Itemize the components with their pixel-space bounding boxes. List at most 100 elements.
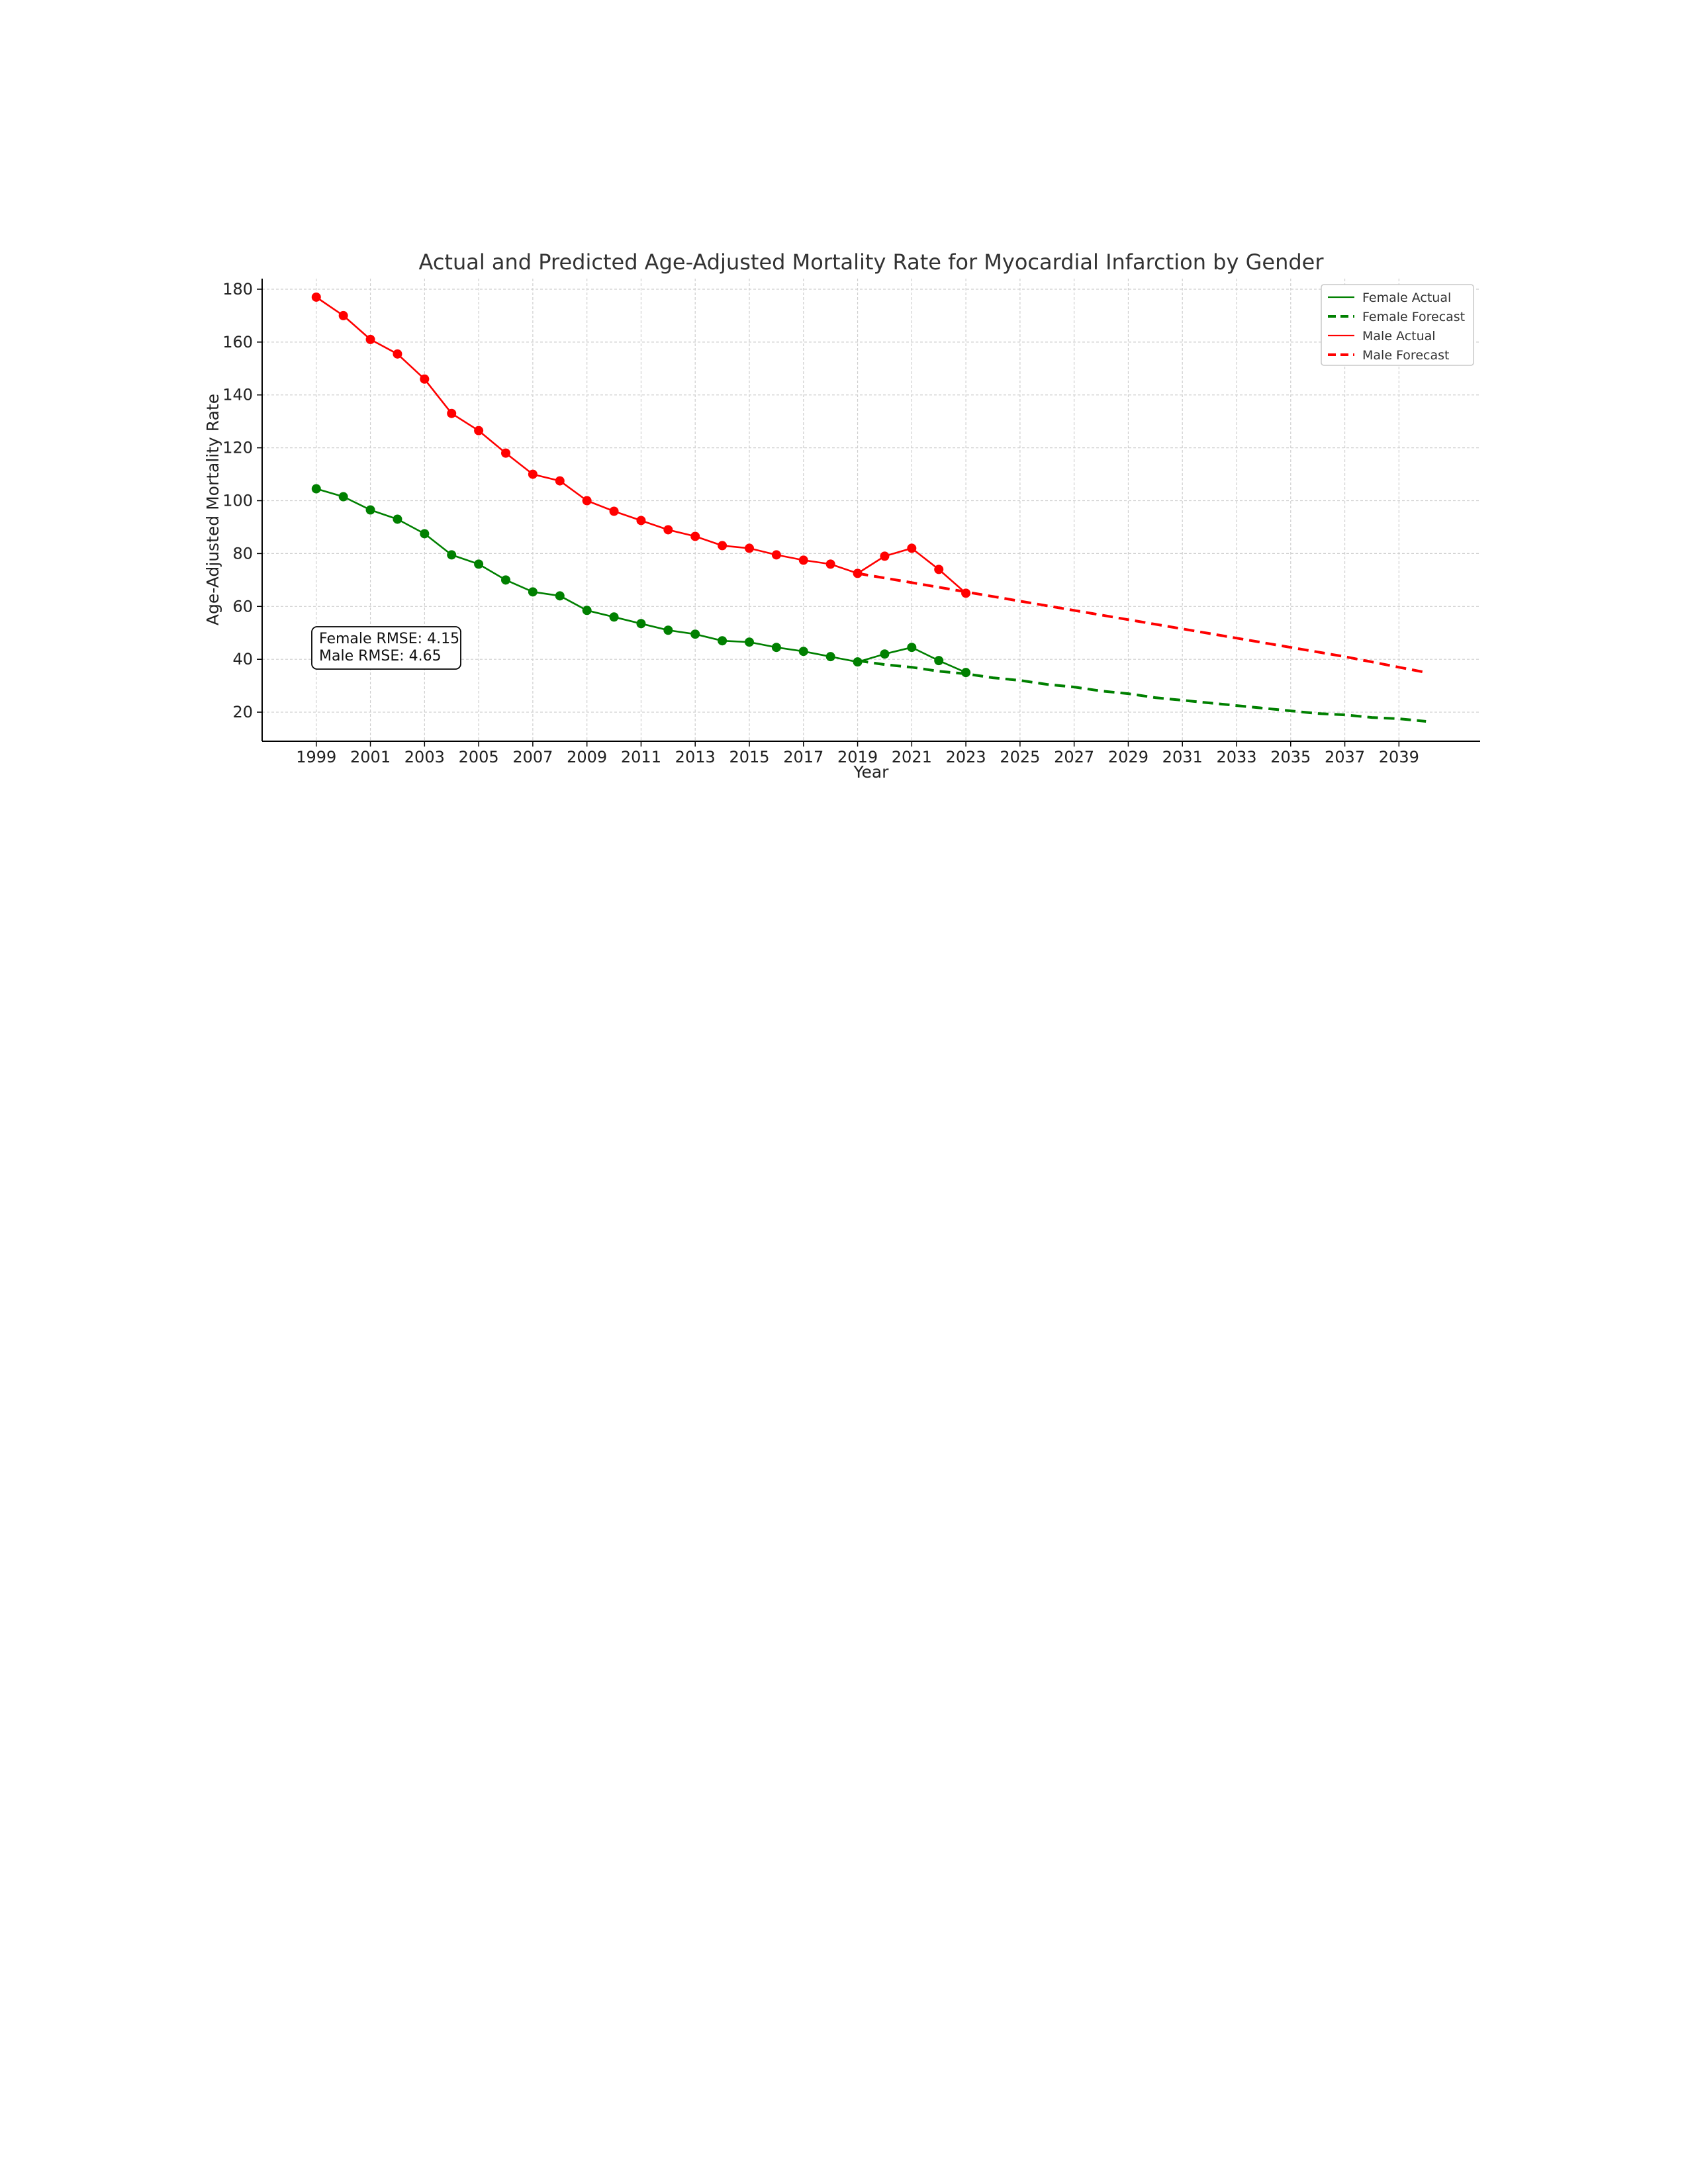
data-point-female-actual (718, 636, 727, 646)
y-tick-label: 140 (222, 386, 253, 404)
data-point-male-actual (907, 543, 917, 553)
series-male-forecast (857, 572, 1427, 674)
legend-label: Male Forecast (1362, 348, 1449, 363)
data-point-female-actual (338, 492, 348, 502)
chart-title: Actual and Predicted Age-Adjusted Mortal… (418, 250, 1324, 275)
x-tick-label: 2003 (404, 748, 445, 766)
data-point-female-actual (365, 505, 375, 515)
data-point-female-actual (311, 484, 321, 494)
x-tick-label: 2019 (837, 748, 878, 766)
x-tick-label: 2035 (1270, 748, 1311, 766)
y-tick-label: 160 (222, 333, 253, 351)
data-point-male-actual (961, 588, 971, 598)
x-tick-label: 2017 (783, 748, 823, 766)
x-tick-label: 2015 (729, 748, 769, 766)
data-point-male-actual (745, 543, 754, 553)
series-layer (311, 292, 1427, 723)
grid (262, 279, 1480, 741)
x-tick-label: 2027 (1054, 748, 1094, 766)
data-point-female-actual (636, 619, 646, 629)
data-point-male-actual (771, 550, 781, 560)
data-point-female-actual (798, 647, 808, 657)
y-tick-label: 20 (232, 703, 253, 721)
series-line-female-forecast (857, 659, 1427, 723)
data-point-male-actual (501, 448, 510, 458)
data-point-female-actual (474, 559, 484, 569)
data-point-female-actual (663, 625, 673, 635)
y-tick-label: 60 (232, 597, 253, 615)
x-tick-label: 1999 (296, 748, 336, 766)
data-point-female-actual (393, 514, 402, 524)
legend-label: Male Actual (1362, 329, 1436, 343)
data-point-female-actual (880, 649, 890, 659)
data-point-male-actual (311, 292, 321, 302)
data-point-male-actual (609, 506, 619, 516)
legend-label: Female Actual (1362, 291, 1451, 305)
data-point-male-actual (825, 559, 835, 569)
y-tick-label: 120 (222, 439, 253, 457)
series-line-male-forecast (857, 572, 1427, 674)
x-tick-label: 2031 (1162, 748, 1203, 766)
x-tick-label: 2029 (1108, 748, 1149, 766)
data-point-male-actual (393, 349, 402, 359)
data-point-male-actual (853, 569, 863, 578)
data-point-female-actual (907, 643, 917, 653)
data-point-female-actual (447, 550, 457, 560)
data-point-female-actual (853, 657, 863, 667)
data-point-female-actual (501, 575, 510, 585)
y-tick-label: 100 (222, 492, 253, 510)
data-point-male-actual (365, 334, 375, 344)
data-point-female-actual (771, 643, 781, 653)
data-point-male-actual (555, 476, 565, 486)
data-point-female-actual (420, 529, 430, 539)
data-point-male-actual (690, 531, 700, 541)
series-female-forecast (857, 659, 1427, 723)
data-point-male-actual (420, 374, 430, 384)
rmse-annotation: Female RMSE: 4.15 Male RMSE: 4.65 (311, 626, 461, 670)
data-point-male-actual (338, 310, 348, 320)
axes: 1999 2001 2003 2005 2007 2009 2011 2013 2015 2017… (222, 279, 1480, 766)
x-tick-label: 2037 (1325, 748, 1365, 766)
data-point-female-actual (582, 606, 592, 615)
data-point-male-actual (718, 541, 727, 551)
data-point-female-actual (825, 652, 835, 662)
data-point-male-actual (663, 525, 673, 535)
series-male-actual (311, 292, 971, 598)
series-female-actual (311, 484, 971, 678)
x-tick-label: 2007 (512, 748, 553, 766)
male-rmse-text: Male RMSE: 4.65 (319, 648, 442, 664)
x-tick-label: 2021 (892, 748, 932, 766)
legend: Female Actual Female Forecast Male Actual M… (1321, 284, 1474, 366)
y-tick-label: 180 (222, 280, 253, 298)
x-tick-label: 2013 (675, 748, 716, 766)
data-point-female-actual (555, 591, 565, 601)
data-point-female-actual (609, 612, 619, 622)
x-tick-label: 2025 (1000, 748, 1040, 766)
data-point-male-actual (528, 469, 538, 479)
data-point-female-actual (745, 637, 754, 647)
data-point-female-actual (528, 587, 538, 597)
legend-frame (1321, 284, 1474, 366)
x-tick-label: 2009 (567, 748, 607, 766)
x-tick-label: 2005 (459, 748, 499, 766)
x-tick-label: 2023 (946, 748, 986, 766)
data-point-female-actual (934, 656, 944, 666)
data-point-female-actual (690, 629, 700, 639)
data-point-male-actual (636, 516, 646, 525)
female-rmse-text: Female RMSE: 4.15 (319, 631, 459, 647)
data-point-male-actual (447, 408, 457, 418)
x-tick-label: 2011 (621, 748, 661, 766)
data-point-male-actual (798, 555, 808, 565)
legend-label: Female Forecast (1362, 310, 1465, 324)
data-point-female-actual (961, 668, 971, 678)
data-point-male-actual (934, 565, 944, 574)
data-point-male-actual (880, 551, 890, 561)
x-tick-label: 2001 (350, 748, 391, 766)
data-point-male-actual (582, 496, 592, 506)
y-axis-label: Age-Adjusted Mortality Rate (203, 394, 222, 625)
data-point-male-actual (474, 426, 484, 435)
rmse-box-frame (311, 626, 461, 670)
x-axis-label: Year (853, 762, 890, 782)
x-tick-label: 2033 (1216, 748, 1256, 766)
